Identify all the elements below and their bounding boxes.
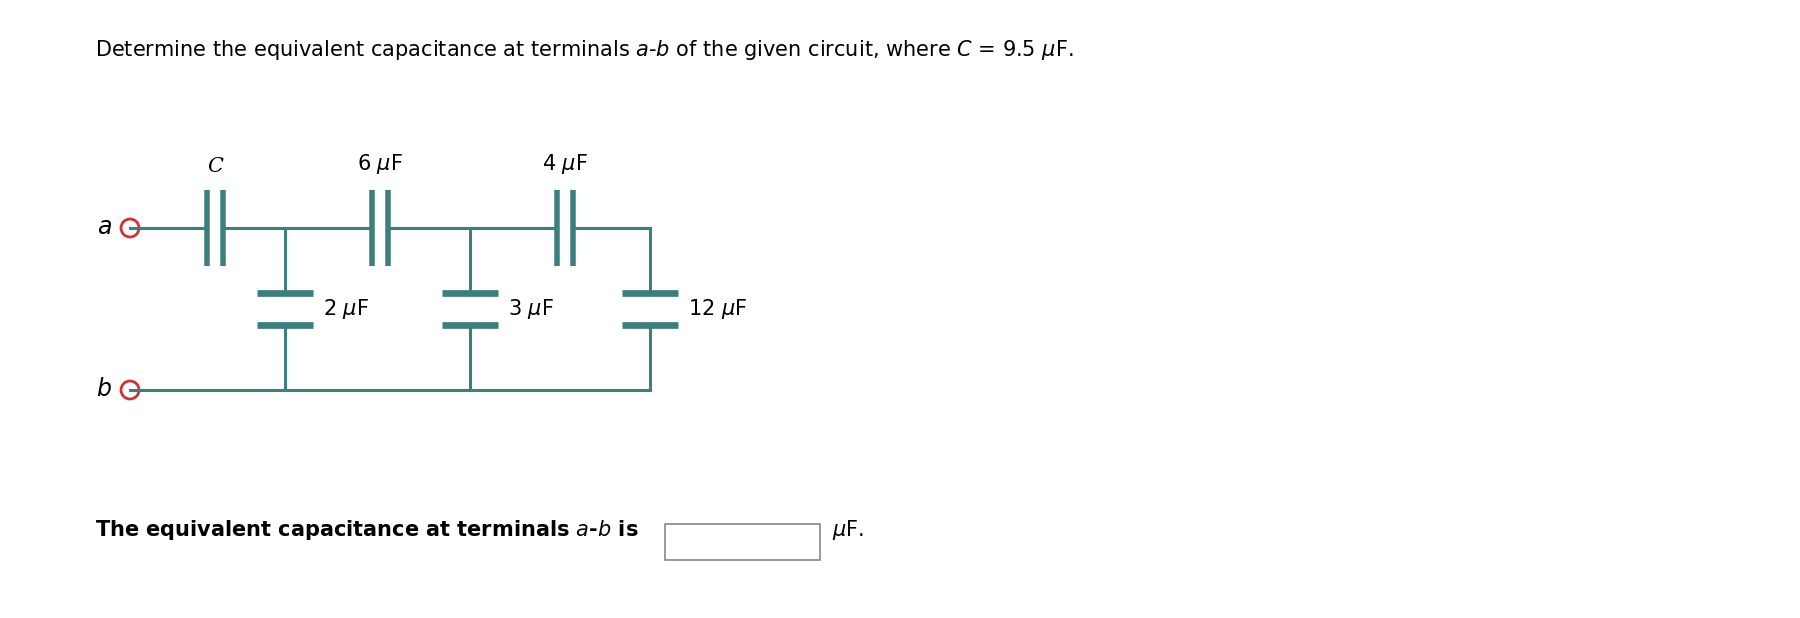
Text: 12 $\mu$F: 12 $\mu$F: [688, 297, 747, 321]
Text: 6 $\mu$F: 6 $\mu$F: [356, 152, 403, 176]
Text: The equivalent capacitance at terminals $a$-$b$ is: The equivalent capacitance at terminals …: [95, 518, 639, 542]
Text: 3 $\mu$F: 3 $\mu$F: [508, 297, 554, 321]
Bar: [664, 524, 821, 560]
Text: $a$: $a$: [97, 216, 112, 240]
Text: 4 $\mu$F: 4 $\mu$F: [542, 152, 589, 176]
Text: $\mu$F.: $\mu$F.: [832, 518, 864, 542]
Text: 2 $\mu$F: 2 $\mu$F: [322, 297, 369, 321]
Text: $b$: $b$: [95, 378, 112, 402]
Text: Determine the equivalent capacitance at terminals $a$-$b$ of the given circuit, : Determine the equivalent capacitance at …: [95, 38, 1073, 62]
Text: C: C: [207, 157, 223, 176]
